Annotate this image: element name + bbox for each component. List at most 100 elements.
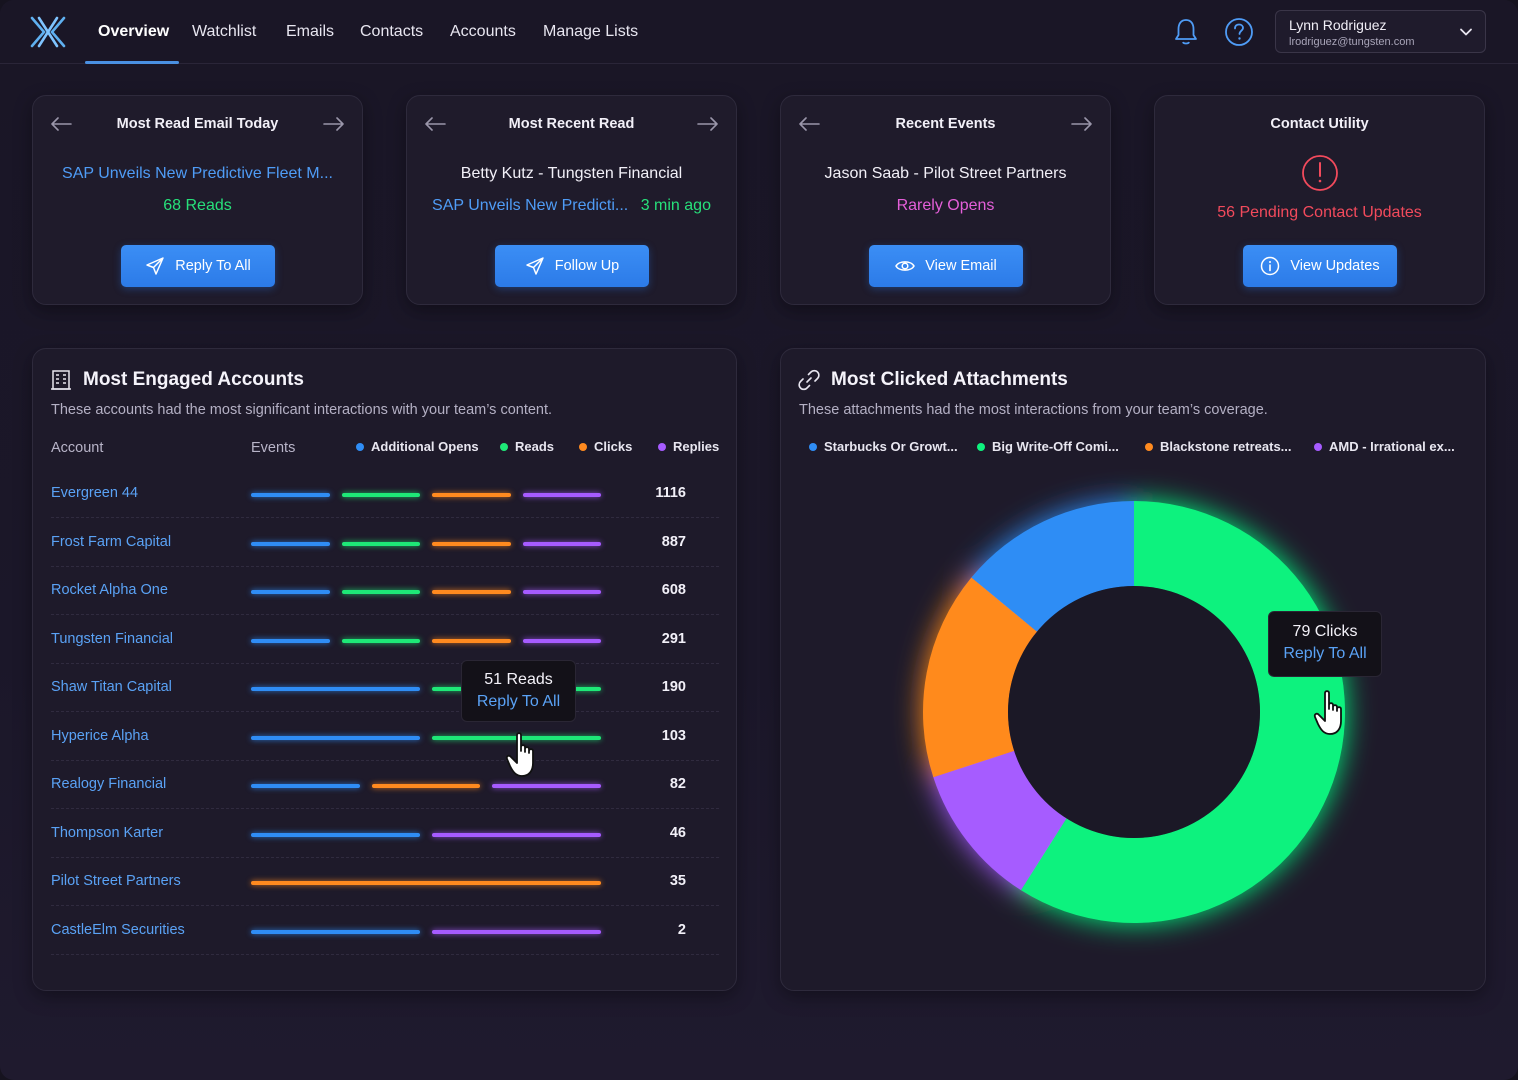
arrow-left-icon[interactable]: [423, 114, 447, 134]
view-updates-button[interactable]: View Updates: [1243, 245, 1397, 287]
tab-accounts[interactable]: Accounts: [450, 23, 516, 40]
event-bar-opens[interactable]: [251, 493, 330, 497]
event-bar-opens[interactable]: [251, 735, 420, 740]
account-name-link[interactable]: Evergreen 44: [51, 485, 139, 501]
event-bar-reads[interactable]: [341, 590, 420, 594]
event-bar-replies[interactable]: [432, 929, 601, 934]
user-menu[interactable]: Lynn Rodriguez lrodriguez@tungsten.com: [1275, 10, 1486, 53]
event-bar-opens[interactable]: [251, 590, 330, 594]
event-bar-opens[interactable]: [251, 687, 420, 691]
event-bar-opens[interactable]: [251, 541, 330, 546]
donut-slice-3[interactable]: [933, 750, 1067, 891]
legend-item-big-write-off: Big Write-Off Comi...: [977, 439, 1119, 454]
table-row[interactable]: Frost Farm Capital 887: [51, 519, 719, 567]
legend-item-additional-opens: Additional Opens: [356, 439, 479, 454]
card-contact-utility: Contact Utility 56 Pending Contact Updat…: [1154, 95, 1485, 305]
arrow-left-icon[interactable]: [49, 114, 73, 134]
event-bar-opens[interactable]: [251, 784, 360, 788]
account-name-link[interactable]: Realogy Financial: [51, 776, 167, 792]
event-bar-replies[interactable]: [432, 832, 601, 837]
table-row[interactable]: Realogy Financial 82: [51, 761, 719, 809]
arrow-right-icon[interactable]: [1070, 114, 1094, 134]
tab-emails[interactable]: Emails: [286, 23, 335, 40]
event-bar-replies[interactable]: [522, 541, 601, 546]
tab-overview[interactable]: Overview: [98, 23, 170, 40]
eye-icon: [895, 261, 916, 271]
event-bar-clicks[interactable]: [432, 541, 511, 546]
event-bar-reads[interactable]: [341, 541, 420, 546]
account-name-link[interactable]: Pilot Street Partners: [51, 873, 181, 889]
table-row[interactable]: Shaw Titan Capital 190: [51, 664, 719, 712]
account-name-link[interactable]: Tungsten Financial: [51, 630, 173, 647]
card-recent-events: Recent Events Jason Saab - Pilot Street …: [780, 95, 1111, 305]
send-icon: [146, 257, 164, 275]
card-title: Contact Utility: [1270, 116, 1369, 132]
table-row[interactable]: Thompson Karter 46: [51, 810, 719, 858]
bell-icon[interactable]: [1170, 16, 1202, 48]
tooltip-reply-link[interactable]: Reply To All: [1283, 645, 1367, 662]
tooltip-reply-link[interactable]: Reply To All: [476, 693, 561, 710]
event-bar-clicks[interactable]: [432, 590, 511, 594]
account-name-link[interactable]: Hyperice Alpha: [51, 727, 149, 744]
events-total: 35: [669, 873, 686, 889]
event-bar-opens[interactable]: [251, 929, 420, 934]
tab-manage-lists[interactable]: Manage Lists: [543, 23, 639, 40]
arrow-left-icon[interactable]: [797, 114, 821, 134]
table-row[interactable]: CastleElm Securities 2: [51, 907, 719, 955]
card-most-recent-read: Most Recent Read Betty Kutz - Tungsten F…: [406, 95, 737, 305]
chevron-down-icon[interactable]: [1459, 25, 1473, 39]
email-subject-link[interactable]: SAP Unveils New Predicti...: [432, 197, 629, 214]
table-row[interactable]: Rocket Alpha One 608: [51, 567, 719, 615]
column-header-events: Events: [251, 440, 296, 456]
events-total: 190: [661, 679, 686, 695]
event-bar-replies[interactable]: [522, 493, 601, 497]
account-name-link[interactable]: Thompson Karter: [51, 824, 164, 841]
legend-item-clicks: Clicks: [579, 439, 632, 454]
event-bar-opens[interactable]: [251, 638, 330, 643]
active-tab-indicator: [85, 61, 179, 64]
event-bar-clicks[interactable]: [371, 784, 481, 788]
arrow-right-icon[interactable]: [696, 114, 720, 134]
legend-item-blackstone: Blackstone retreats...: [1145, 439, 1292, 454]
event-bar-replies[interactable]: [492, 784, 601, 788]
tab-contacts[interactable]: Contacts: [360, 23, 424, 40]
account-name-link[interactable]: Frost Farm Capital: [51, 533, 172, 550]
legend-item-amd: AMD - Irrational ex...: [1314, 439, 1455, 454]
event-bar-reads[interactable]: [341, 638, 420, 643]
attachments-donut-chart: [923, 501, 1345, 923]
view-email-button[interactable]: View Email: [869, 245, 1023, 287]
panel-title: Most Engaged Accounts: [83, 369, 304, 390]
account-name-link[interactable]: CastleElm Securities: [51, 921, 185, 938]
event-bar-clicks[interactable]: [432, 493, 511, 497]
time-ago: 3 min ago: [640, 197, 711, 214]
event-bar-replies[interactable]: [522, 638, 601, 643]
events-total: 608: [661, 582, 686, 598]
event-bar-clicks[interactable]: [251, 881, 601, 885]
app-logo-icon[interactable]: [30, 16, 66, 48]
table-row[interactable]: Tungsten Financial 291: [51, 616, 719, 664]
card-title: Recent Events: [895, 116, 996, 132]
events-total: 103: [661, 727, 686, 744]
arrow-right-icon[interactable]: [322, 114, 346, 134]
donut-slice-0[interactable]: [971, 501, 1134, 632]
account-name-link[interactable]: Shaw Titan Capital: [51, 679, 172, 695]
user-email: lrodriguez@tungsten.com: [1289, 36, 1415, 48]
event-bar-opens[interactable]: [251, 832, 420, 837]
account-name-link[interactable]: Rocket Alpha One: [51, 582, 168, 598]
help-icon[interactable]: [1223, 16, 1255, 48]
reply-to-all-button[interactable]: Reply To All: [121, 245, 275, 287]
follow-up-button[interactable]: Follow Up: [495, 245, 649, 287]
events-total: 291: [661, 630, 686, 647]
event-bar-reads[interactable]: [341, 493, 420, 497]
donut-slice-1[interactable]: [1020, 501, 1345, 923]
table-row[interactable]: Hyperice Alpha 103: [51, 713, 719, 761]
tab-watchlist[interactable]: Watchlist: [192, 23, 257, 40]
table-row[interactable]: Evergreen 44 1116: [51, 470, 719, 518]
table-row[interactable]: Pilot Street Partners 35: [51, 858, 719, 906]
events-total: 1116: [655, 485, 686, 501]
donut-slice-2[interactable]: [923, 577, 1037, 778]
event-bar-clicks[interactable]: [432, 638, 511, 643]
email-subject-link[interactable]: SAP Unveils New Predictive Fleet M...: [62, 165, 333, 182]
event-bar-replies[interactable]: [522, 590, 601, 594]
